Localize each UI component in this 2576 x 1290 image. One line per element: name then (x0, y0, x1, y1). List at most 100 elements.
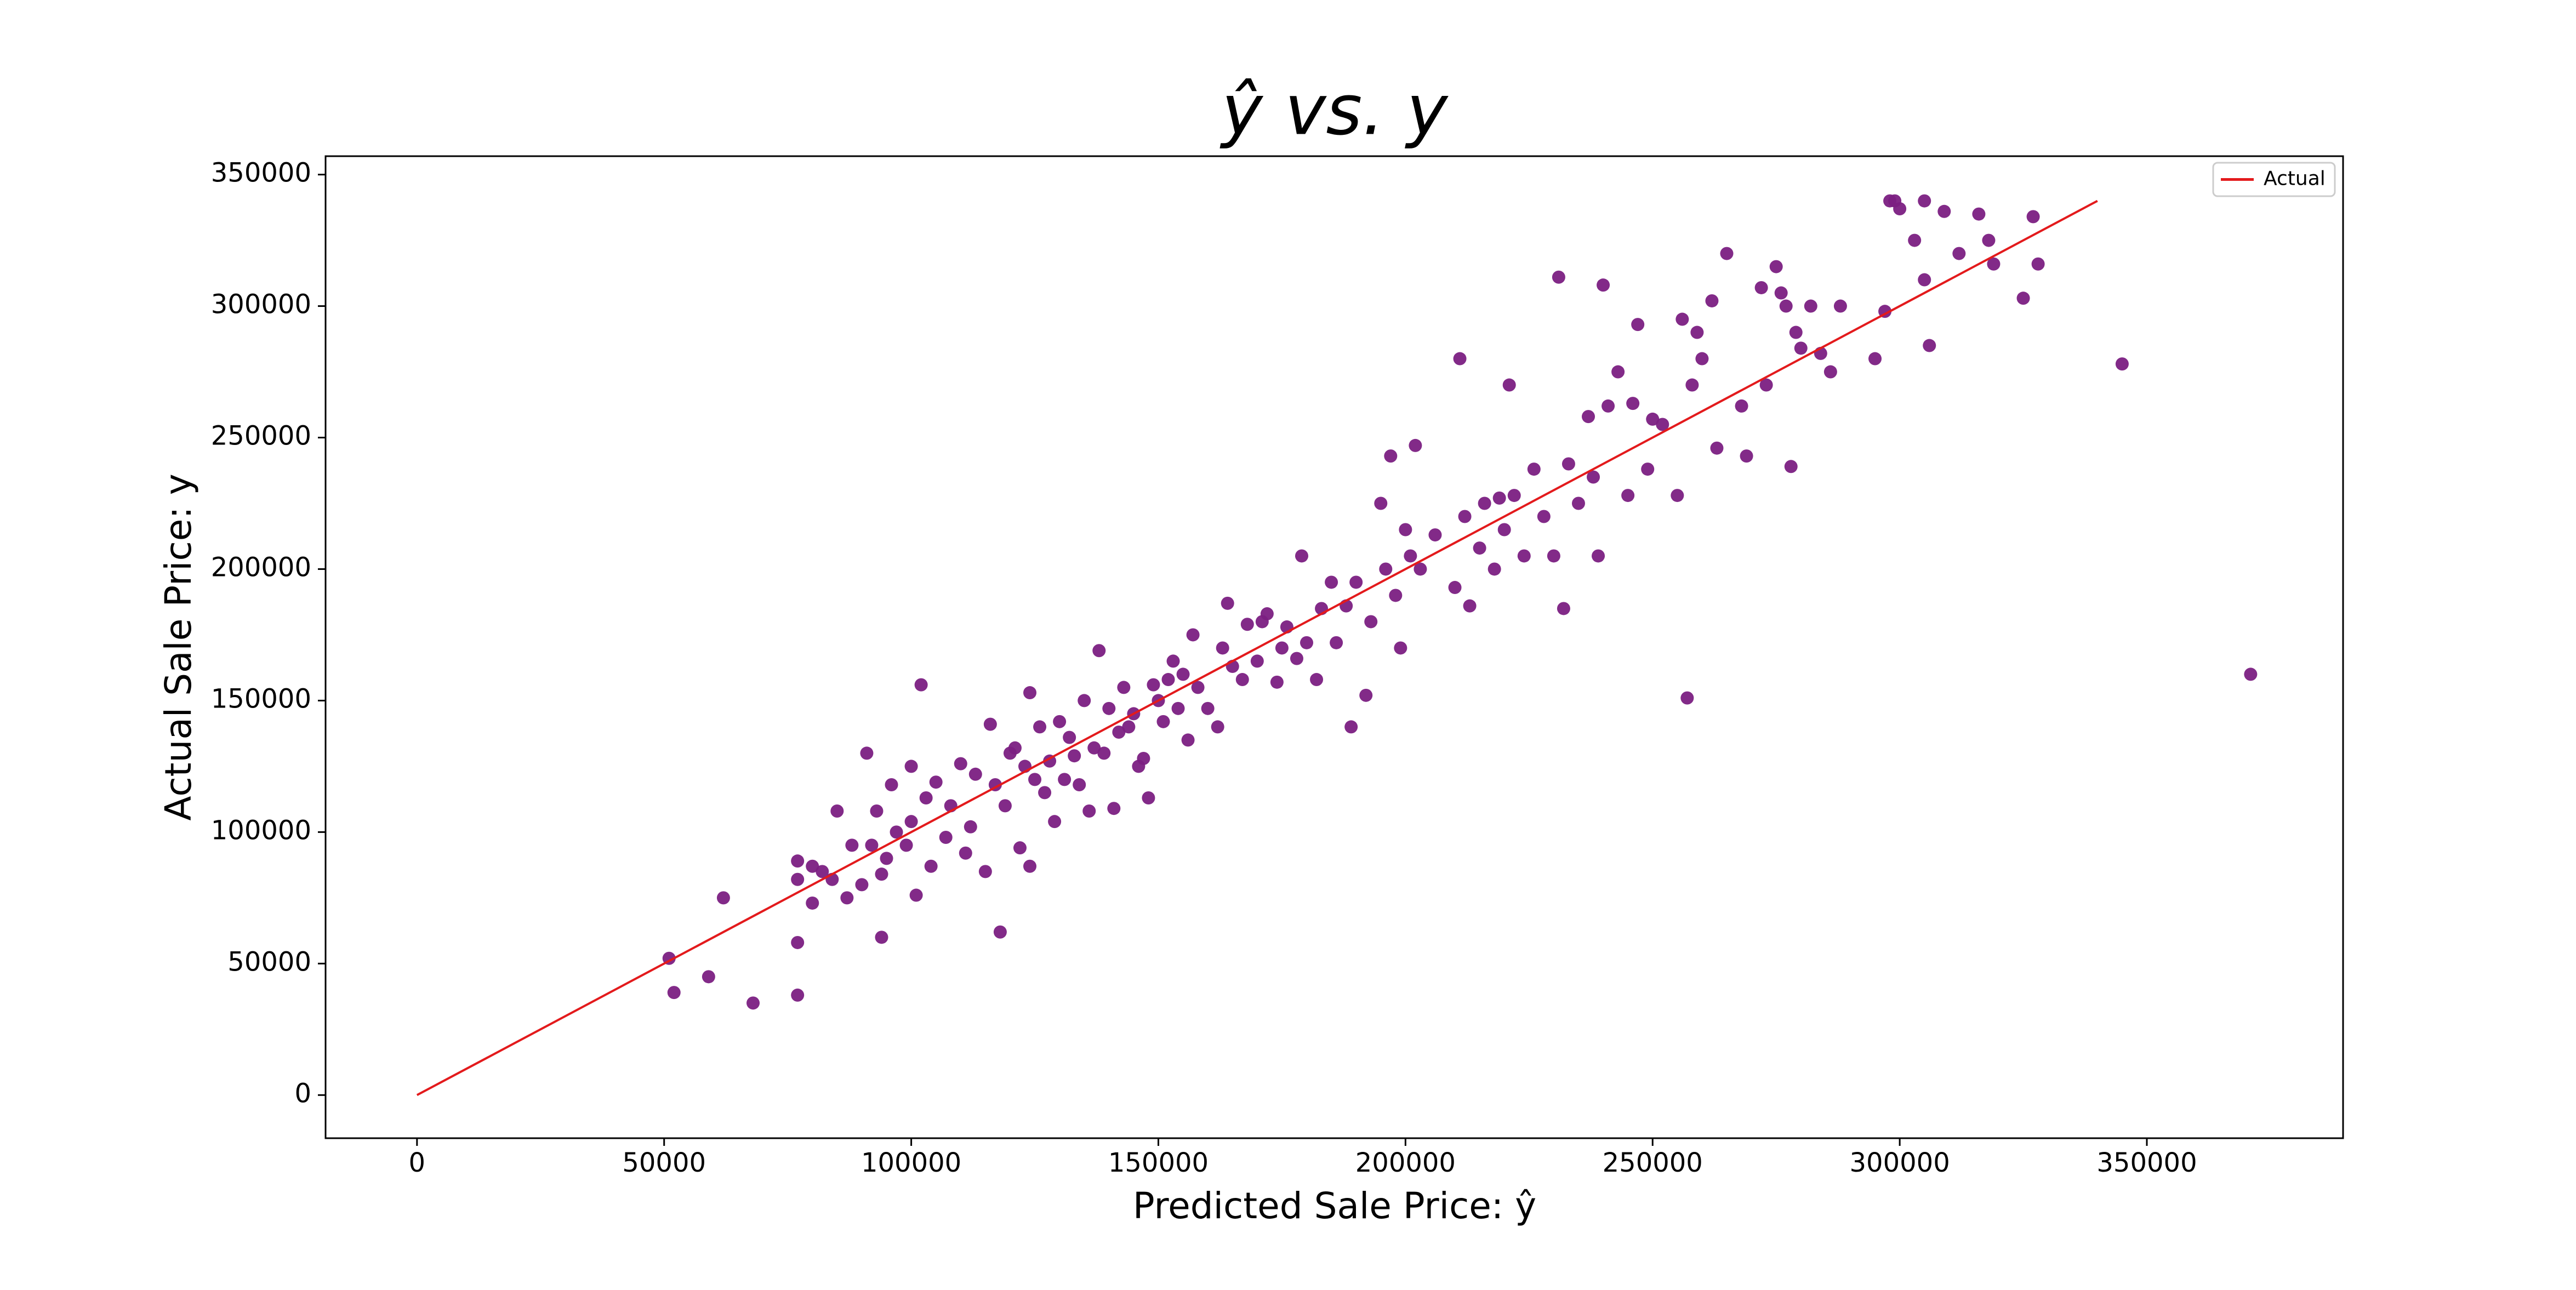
scatter-point (1033, 720, 1047, 734)
scatter-point (1552, 270, 1565, 284)
scatter-point (1290, 652, 1303, 665)
scatter-point (1409, 438, 1422, 452)
scatter-point (1453, 352, 1467, 366)
scatter-point (1488, 562, 1501, 576)
scatter-point (1779, 299, 1793, 313)
scatter-point (1186, 628, 1200, 642)
scatter-point (791, 872, 805, 886)
scatter-point (899, 838, 913, 852)
scatter-point (875, 931, 888, 944)
scatter-point (1344, 720, 1358, 734)
scatter-point (1191, 681, 1205, 694)
scatter-point (1023, 686, 1037, 700)
legend: Actual (2212, 162, 2336, 197)
line-series (416, 199, 2098, 1097)
scatter-point (978, 865, 992, 878)
scatter-point (1359, 688, 1373, 702)
scatter-point (1097, 746, 1111, 760)
scatter-point (875, 867, 888, 881)
x-tick-label: 0 (409, 1148, 426, 1178)
x-tick-label: 100000 (861, 1148, 961, 1178)
scatter-point (1621, 489, 1635, 503)
scatter-point (1754, 281, 1768, 294)
scatter-point (1394, 641, 1407, 655)
scatter-point (1710, 441, 1724, 455)
scatter-point (1063, 730, 1076, 744)
y-tick-label: 250000 (211, 421, 311, 452)
scatter-point (1923, 339, 1936, 352)
scatter-point (1349, 575, 1363, 589)
scatter-point (2244, 667, 2258, 681)
scatter-point (909, 888, 923, 902)
scatter-point (1087, 741, 1101, 755)
x-tick-label: 200000 (1355, 1148, 1456, 1178)
scatter-point (1176, 667, 1190, 681)
scatter-point (1918, 194, 1931, 208)
scatter-point (2016, 292, 2030, 305)
scatter-point (791, 935, 805, 949)
scatter-point (1364, 615, 1378, 629)
scatter-point (1142, 791, 1155, 804)
scatter-point (1216, 641, 1229, 655)
scatter-point (667, 986, 681, 1000)
scatter-point (702, 970, 715, 984)
y-tick-label: 300000 (211, 289, 311, 320)
scatter-point (1478, 496, 1491, 510)
scatter-point (880, 852, 893, 865)
scatter-point (1823, 365, 1837, 379)
scatter-point (1240, 618, 1254, 631)
scatter-point (1330, 636, 1343, 649)
scatter-point (964, 820, 977, 834)
scatter-point (746, 996, 760, 1010)
scatter-point (1952, 247, 1966, 260)
scatter-point (1735, 399, 1748, 413)
y-tick-label: 150000 (211, 683, 311, 714)
scatter-point (1582, 410, 1595, 424)
x-tick-label: 250000 (1603, 1148, 1703, 1178)
scatter-point (1211, 720, 1224, 734)
scatter-point (1112, 726, 1126, 739)
scatter-point (1611, 365, 1625, 379)
y-tick-label: 350000 (211, 158, 311, 189)
scatter-point (890, 825, 903, 839)
scatter-point (1646, 412, 1660, 426)
plot-frame (324, 155, 2344, 1139)
scatter-point (1181, 733, 1195, 747)
y-tick-label: 200000 (211, 552, 311, 583)
scatter-point (998, 799, 1012, 813)
scatter-point (983, 717, 997, 731)
y-axis-label: Actual Sale Price: y (157, 473, 200, 820)
scatter-point (1680, 691, 1694, 705)
scatter-point (914, 678, 928, 692)
scatter-point (1587, 470, 1600, 484)
scatter-point (885, 778, 898, 791)
scatter-point (1547, 549, 1560, 563)
scatter-point (1275, 641, 1289, 655)
scatter-point (1656, 418, 1669, 431)
scatter-point (993, 925, 1007, 939)
scatter-point (1399, 523, 1412, 536)
scatter-point (959, 846, 972, 860)
scatter-point (1073, 778, 1086, 791)
scatter-point (2115, 357, 2129, 371)
scatter-point (904, 815, 918, 829)
scatter-point (1497, 523, 1511, 536)
scatter-point (1982, 233, 1996, 247)
scatter-point (1166, 654, 1180, 668)
scatter-point (1908, 233, 1922, 247)
scatter-point (845, 838, 859, 852)
scatter-point (1918, 273, 1931, 287)
scatter-point (1789, 326, 1803, 339)
scatter-point (1428, 528, 1442, 542)
scatter-point (1893, 202, 1907, 215)
scatter-point (1517, 549, 1531, 563)
scatter-point (929, 775, 943, 789)
chart-title: ŷ vs. y (1219, 70, 1449, 151)
scatter-point (1774, 286, 1788, 300)
scatter-point (1492, 491, 1506, 505)
scatter-point (840, 891, 854, 905)
scatter-point (1592, 549, 1605, 563)
scatter-point (1675, 312, 1689, 326)
x-tick-label: 350000 (2096, 1148, 2197, 1178)
